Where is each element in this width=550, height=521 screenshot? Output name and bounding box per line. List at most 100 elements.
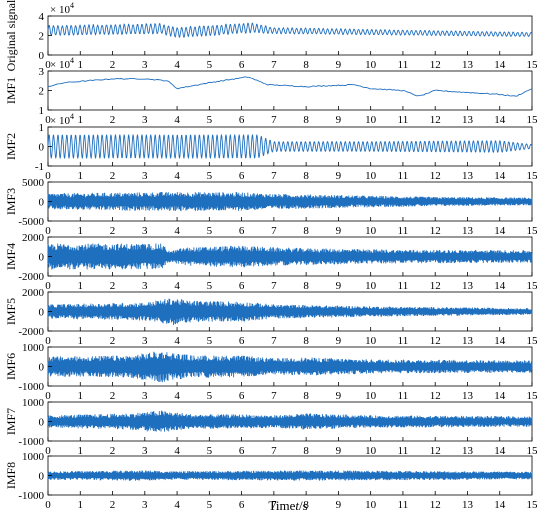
series-trace-imf4 [47,243,533,270]
x-tick-label: 3 [142,499,148,511]
x-tick-label: 13 [462,335,474,347]
x-tick-label: 7 [271,390,277,402]
x-tick-label: 5 [207,59,213,71]
x-tick-label: 9 [336,335,342,347]
series-trace-imf8 [47,470,533,481]
y-multiplier-exponent: 4 [70,56,74,65]
x-tick-label: 14 [494,225,506,237]
x-tick-label: 11 [398,390,409,402]
y-tick-label: -1000 [18,490,44,502]
x-tick-label: 4 [174,499,180,511]
x-tick-label: 3 [142,280,148,292]
x-tick-label: 1 [78,445,84,457]
y-axis-label-imf4: IMF4 [4,243,18,270]
x-tick-label: 9 [336,225,342,237]
x-tick-label: 15 [527,445,539,457]
x-tick-label: 7 [271,280,277,292]
x-tick-label: 1 [78,335,84,347]
series-trace-imf6 [47,351,533,383]
x-tick-label: 14 [494,335,506,347]
x-tick-label: 5 [207,114,213,126]
x-tick-label: 7 [271,59,277,71]
y-axis-label-imf1: IMF1 [4,77,18,104]
y-multiplier-exponent: 4 [70,1,74,10]
x-tick-label: 5 [207,445,213,457]
x-tick-label: 15 [527,499,539,511]
x-tick-label: 5 [207,335,213,347]
y-tick-label: 2000 [22,287,45,299]
x-tick-label: 1 [78,225,84,237]
x-tick-label: 14 [494,280,506,292]
y-tick-label: 4 [39,11,45,23]
x-tick-label: 2 [110,225,116,237]
y-axis-label-imf3: IMF3 [4,188,18,215]
y-tick-label: 1000 [22,451,45,463]
x-tick-label: 3 [142,170,148,182]
x-tick-label: 10 [365,335,377,347]
x-tick-label: 13 [462,390,474,402]
x-tick-label: 4 [174,59,180,71]
x-tick-label: 15 [527,280,539,292]
x-tick-label: 8 [303,114,309,126]
x-tick-label: 11 [398,499,409,511]
x-tick-label: 4 [174,280,180,292]
x-tick-label: 8 [303,280,309,292]
x-tick-label: 3 [142,225,148,237]
x-tick-label: 12 [430,390,441,402]
x-tick-label: 13 [462,170,474,182]
x-tick-label: 5 [207,390,213,402]
y-tick-label: 0 [39,50,45,62]
x-tick-label: 15 [527,114,539,126]
x-tick-label: 0 [45,59,51,71]
x-tick-label: 9 [336,499,342,511]
y-tick-label: 1000 [22,342,45,354]
x-tick-label: 9 [336,114,342,126]
y-multiplier-exponent: 4 [70,112,74,121]
x-tick-label: 13 [462,114,474,126]
x-tick-label: 2 [110,390,116,402]
x-tick-label: 9 [336,280,342,292]
x-tick-label: 6 [239,114,245,126]
x-tick-label: 1 [78,59,84,71]
x-tick-label: 10 [365,280,377,292]
x-tick-label: 10 [365,225,377,237]
x-tick-label: 6 [239,499,245,511]
x-tick-label: 13 [462,445,474,457]
y-tick-label: 2000 [22,232,45,244]
x-tick-label: 10 [365,170,377,182]
x-tick-label: 6 [239,280,245,292]
y-axis-label-imf7: IMF7 [4,408,18,435]
x-tick-label: 8 [303,499,309,511]
y-tick-label: 0 [39,196,45,208]
x-tick-label: 2 [110,445,116,457]
y-tick-label: 0 [39,306,45,318]
x-tick-label: 7 [271,170,277,182]
x-tick-label: 13 [462,499,474,511]
x-tick-label: 9 [336,390,342,402]
x-axis-label: Timet/s [268,498,307,513]
y-axis-label-imf5: IMF5 [4,298,18,325]
x-tick-label: 11 [398,114,409,126]
x-tick-label: 14 [494,445,506,457]
y-tick-label: 0 [39,416,45,428]
x-tick-label: 6 [239,225,245,237]
y-multiplier: × 104 [50,56,74,71]
x-tick-label: 4 [174,170,180,182]
x-tick-label: 8 [303,59,309,71]
y-tick-label: -2000 [18,271,44,283]
y-axis-label-imf8: IMF8 [4,462,18,489]
y-tick-label: 0 [39,251,45,263]
x-tick-label: 12 [430,59,441,71]
x-tick-label: 0 [45,114,51,126]
y-tick-label: 0 [39,141,45,153]
y-tick-label: 0 [39,470,45,482]
x-tick-label: 5 [207,499,213,511]
x-tick-label: 10 [365,390,377,402]
y-tick-label: 1000 [22,397,45,409]
y-tick-label: -2000 [18,326,44,338]
